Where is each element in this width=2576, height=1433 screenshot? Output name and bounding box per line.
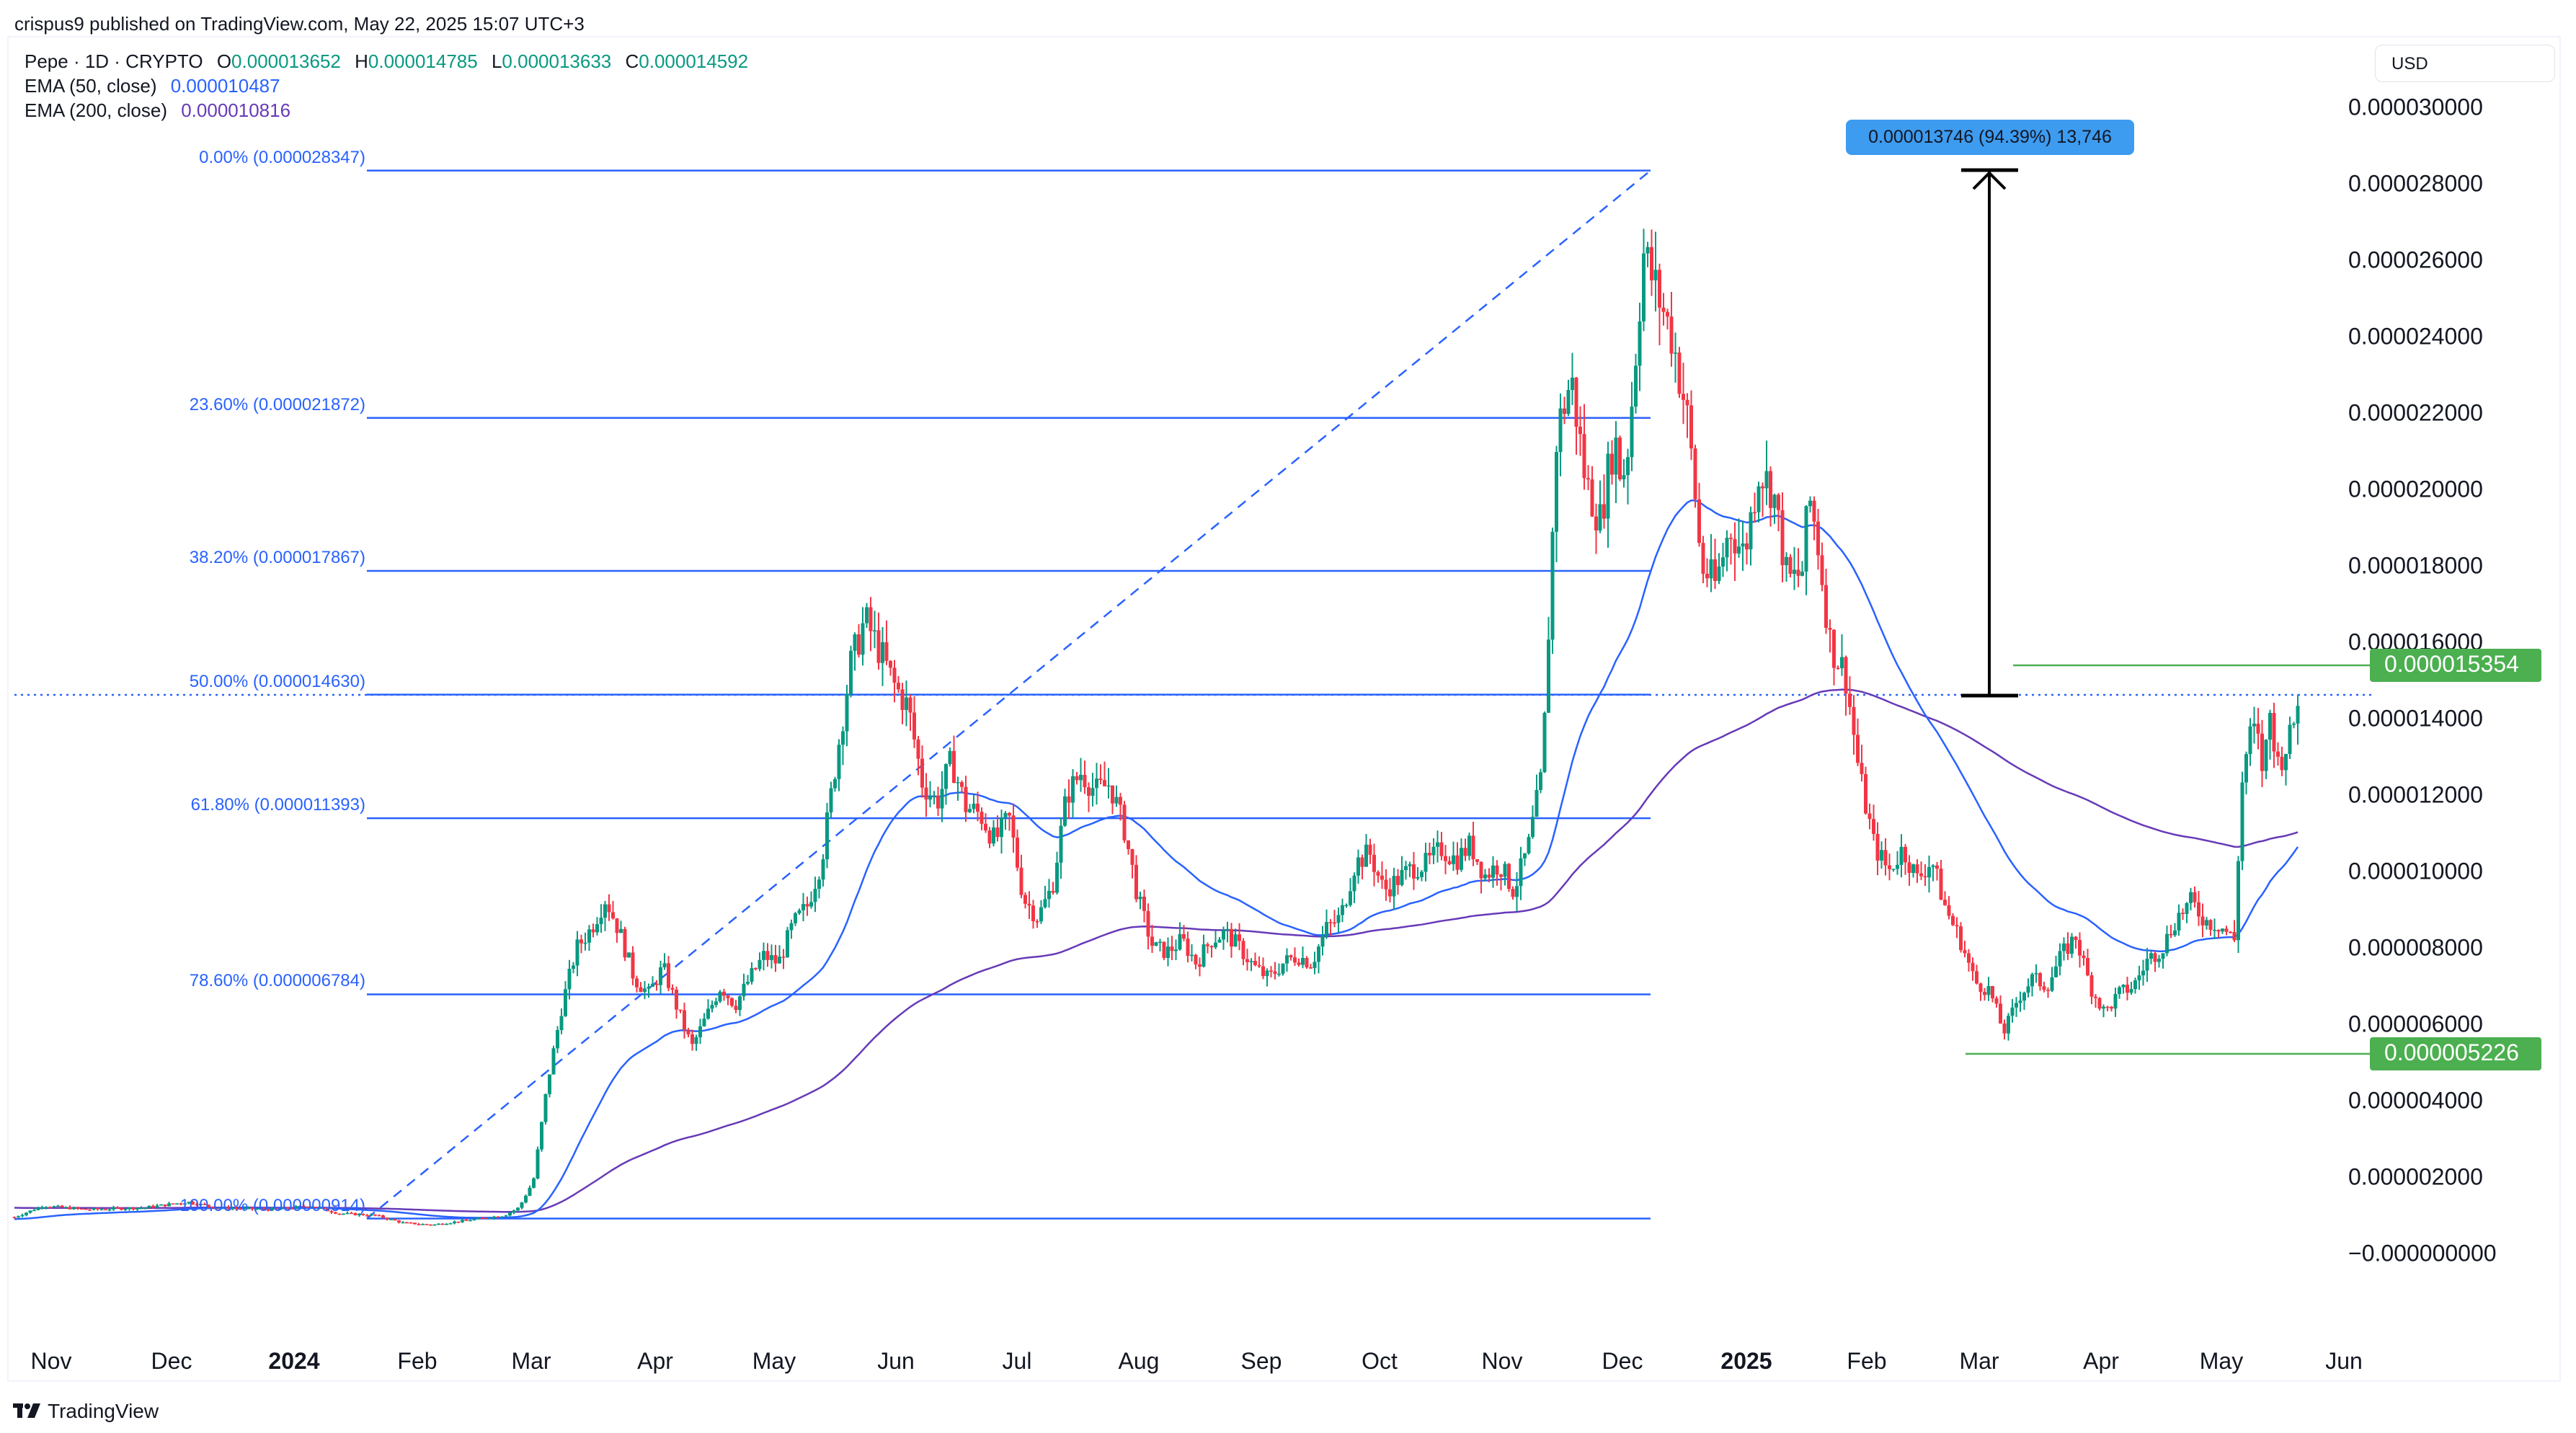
fib-level-label: 61.80% (0.000011393) [190,795,365,815]
measure-tooltip: 0.000013746 (94.39%) 13,746 [1846,120,2134,155]
price-tick-label: 0.000004000 [2348,1087,2483,1114]
time-tick-label: Dec [1602,1348,1643,1374]
price-tick-label: 0.000030000 [2348,94,2483,120]
price-tick-label: 0.000022000 [2348,399,2483,426]
price-tick-label: 0.000018000 [2348,552,2483,579]
tradingview-logo[interactable]: TradingView [13,1400,159,1423]
time-tick-label: Jun [877,1348,915,1374]
time-tick-label: Feb [1847,1348,1887,1374]
fibonacci-retracement[interactable] [14,169,2371,1220]
time-tick-label: Jun [2325,1348,2363,1374]
price-tick-label: 0.000026000 [2348,247,2483,273]
chart-legend: Pepe · 1D · CRYPTO O0.000013652 H0.00001… [25,49,748,123]
tradingview-logo-icon [13,1403,40,1418]
fib-level-label: 50.00% (0.000014630) [189,671,365,691]
time-tick-label: May [752,1348,796,1374]
time-tick-label: Dec [151,1348,192,1374]
close-label: C [625,50,639,72]
arrow-up-icon [1972,171,2007,190]
ema200-value: 0.000010816 [181,99,291,121]
time-tick-label: Nov [30,1348,72,1374]
time-tick-label: Sep [1240,1348,1282,1374]
fib-level-label: 78.60% (0.000006784) [189,971,365,991]
chart-panel[interactable] [7,36,2561,1382]
price-tick-label: 0.000006000 [2348,1011,2483,1037]
price-tick-label: −0.000000000 [2348,1240,2497,1266]
time-tick-label: Feb [397,1348,438,1374]
ema50-label: EMA (50, close) [25,75,157,97]
time-tick-label: Mar [511,1348,551,1374]
ema200-row[interactable]: EMA (200, close) 0.000010816 [25,98,748,123]
high-value: 0.000014785 [368,50,478,72]
price-tick-label: 0.000012000 [2348,781,2483,808]
price-tick-label: 0.000028000 [2348,170,2483,197]
ema-200-line [14,688,2299,1213]
fib-level-label: 0.00% (0.000028347) [199,147,365,167]
time-tick-label: Apr [2083,1348,2119,1374]
currency-selector[interactable]: USD [2375,45,2555,82]
close-value: 0.000014592 [639,50,749,72]
low-label: L [491,50,502,72]
support-price-tag: 0.000005226 [2370,1037,2541,1070]
ema200-label: EMA (200, close) [25,99,167,121]
time-tick-label: 2025 [1720,1348,1772,1374]
ema50-row[interactable]: EMA (50, close) 0.000010487 [25,74,748,98]
price-tick-label: 0.000014000 [2348,705,2483,732]
time-tick-label: Aug [1118,1348,1160,1374]
price-tick-label: 0.000008000 [2348,934,2483,961]
time-tick-label: Oct [1362,1348,1398,1374]
symbol-title[interactable]: Pepe · 1D · CRYPTO [25,50,203,72]
price-tick-label: 0.000002000 [2348,1163,2483,1190]
brand-name: TradingView [48,1400,159,1422]
ohlc-row: Pepe · 1D · CRYPTO O0.000013652 H0.00001… [25,49,748,74]
resistance-price-tag: 0.000015354 [2370,649,2541,682]
time-tick-label: Mar [1959,1348,1999,1374]
time-tick-label: May [2199,1348,2244,1374]
price-range-measure[interactable] [1961,168,2018,698]
fib-level-label: 38.20% (0.000017867) [189,548,365,568]
price-tick-label: 0.000024000 [2348,323,2483,350]
time-tick-label: Apr [637,1348,673,1374]
price-tick-label: 0.000020000 [2348,476,2483,502]
price-tick-label: 0.000010000 [2348,858,2483,884]
time-tick-label: Nov [1481,1348,1523,1374]
open-label: O [216,50,232,72]
low-value: 0.000013633 [502,50,612,72]
time-tick-label: 2024 [268,1348,320,1374]
high-label: H [355,50,368,72]
publish-attribution: crispus9 published on TradingView.com, M… [14,13,585,35]
candlestick-series [12,229,2300,1226]
ema-50-line [14,499,2299,1220]
fib-level-label: 100.00% (0.000000914) [179,1195,365,1215]
ema50-value: 0.000010487 [170,75,280,97]
fib-level-label: 23.60% (0.000021872) [189,394,365,414]
drawn-horizontal-lines[interactable] [1966,664,2370,1055]
time-tick-label: Jul [1002,1348,1032,1374]
open-value: 0.000013652 [231,50,341,72]
